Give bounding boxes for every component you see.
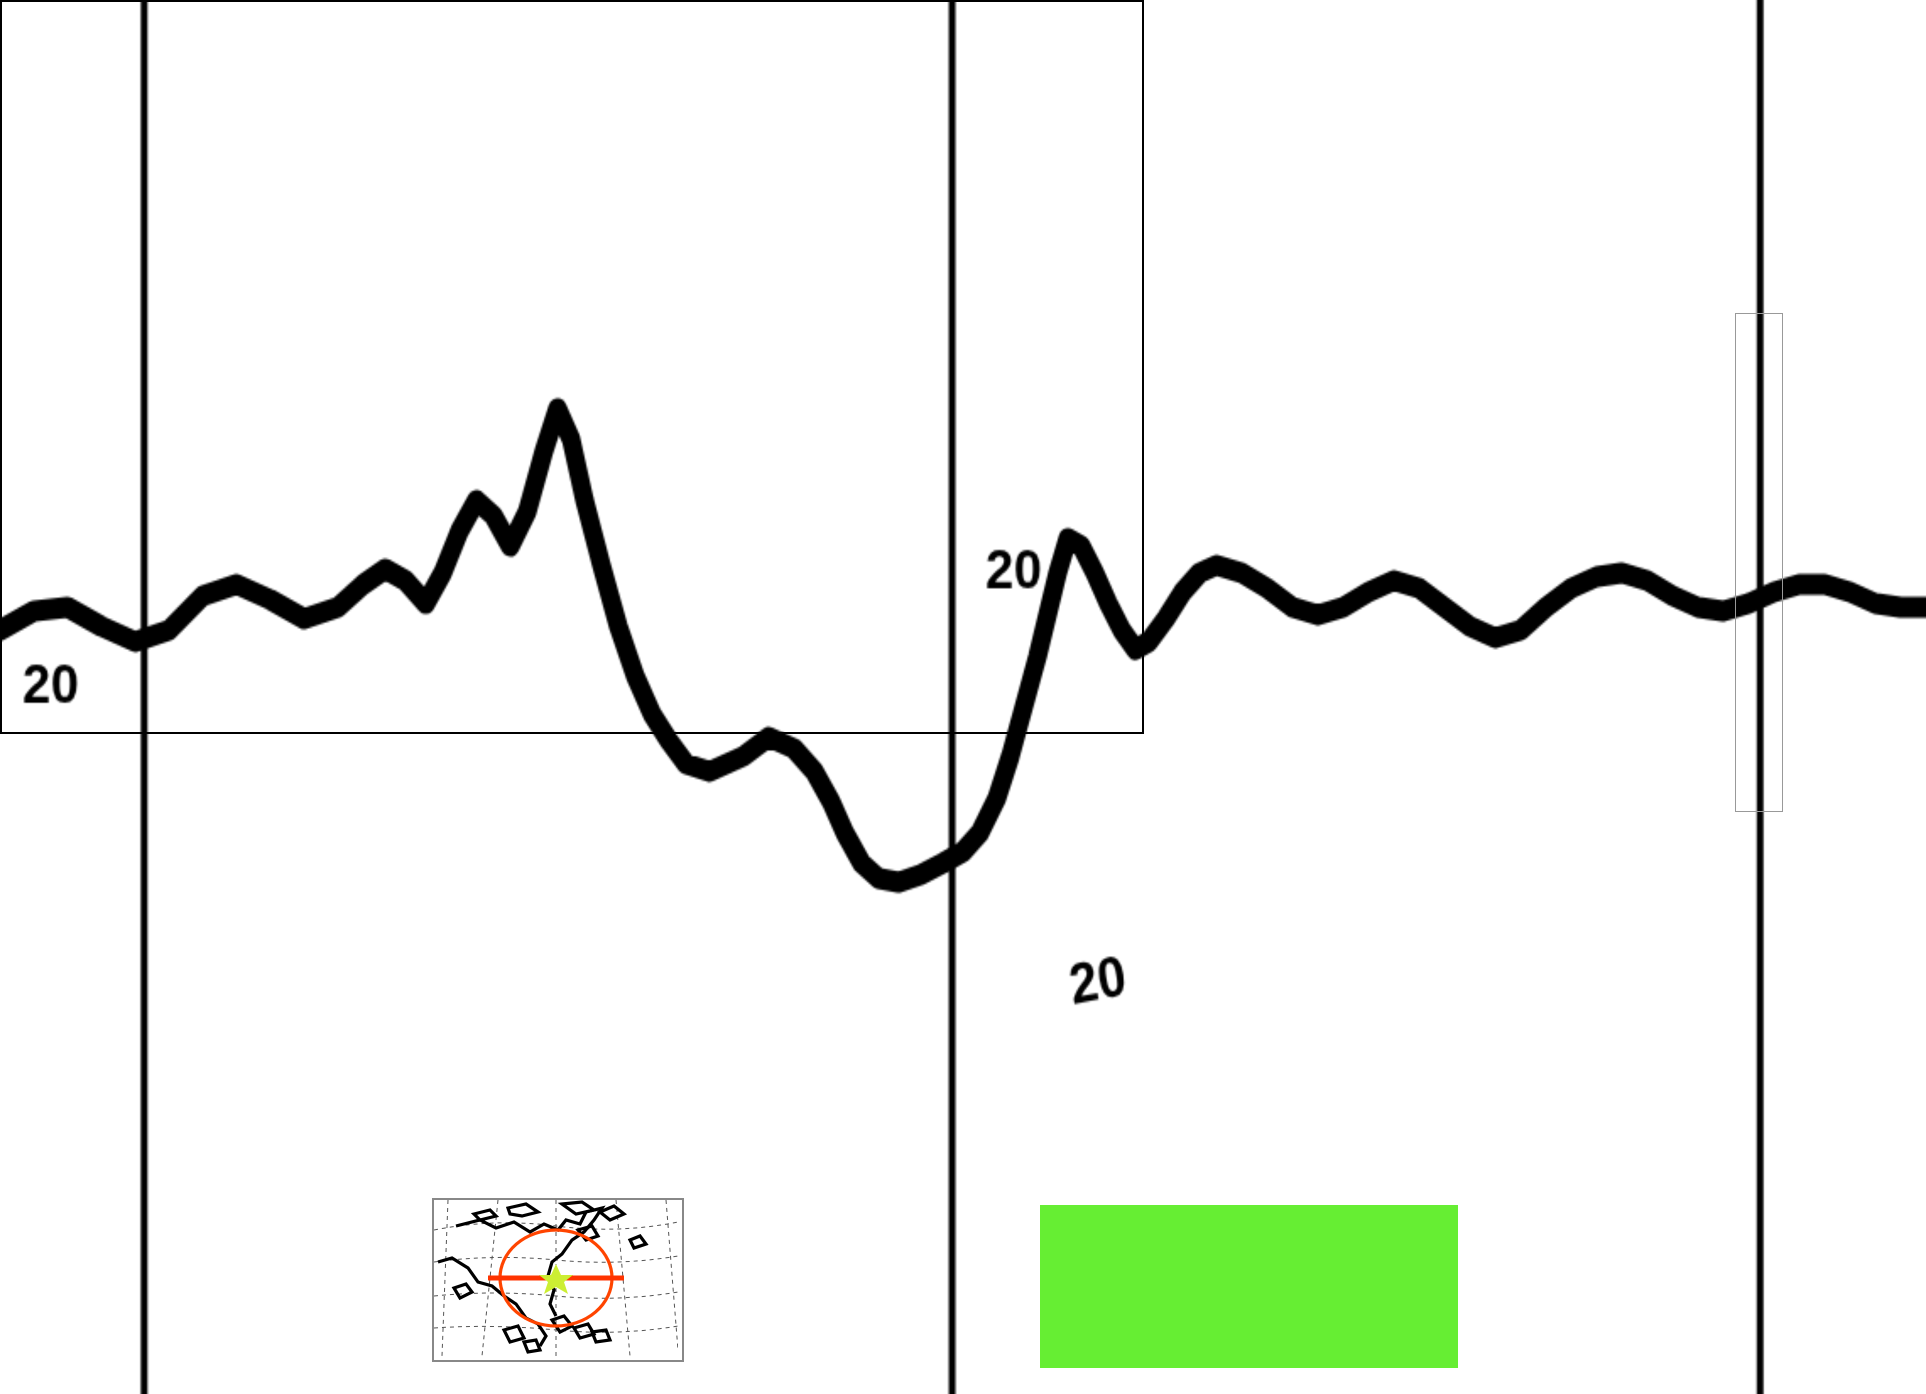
- epv-colorbar: [1735, 313, 1783, 812]
- inset-locator-map: [432, 1198, 684, 1362]
- legend-box: [1040, 1205, 1458, 1368]
- center-marker: [539, 1264, 573, 1294]
- inset-map-svg: [434, 1200, 679, 1357]
- colorbar-gradient: [1736, 314, 1782, 811]
